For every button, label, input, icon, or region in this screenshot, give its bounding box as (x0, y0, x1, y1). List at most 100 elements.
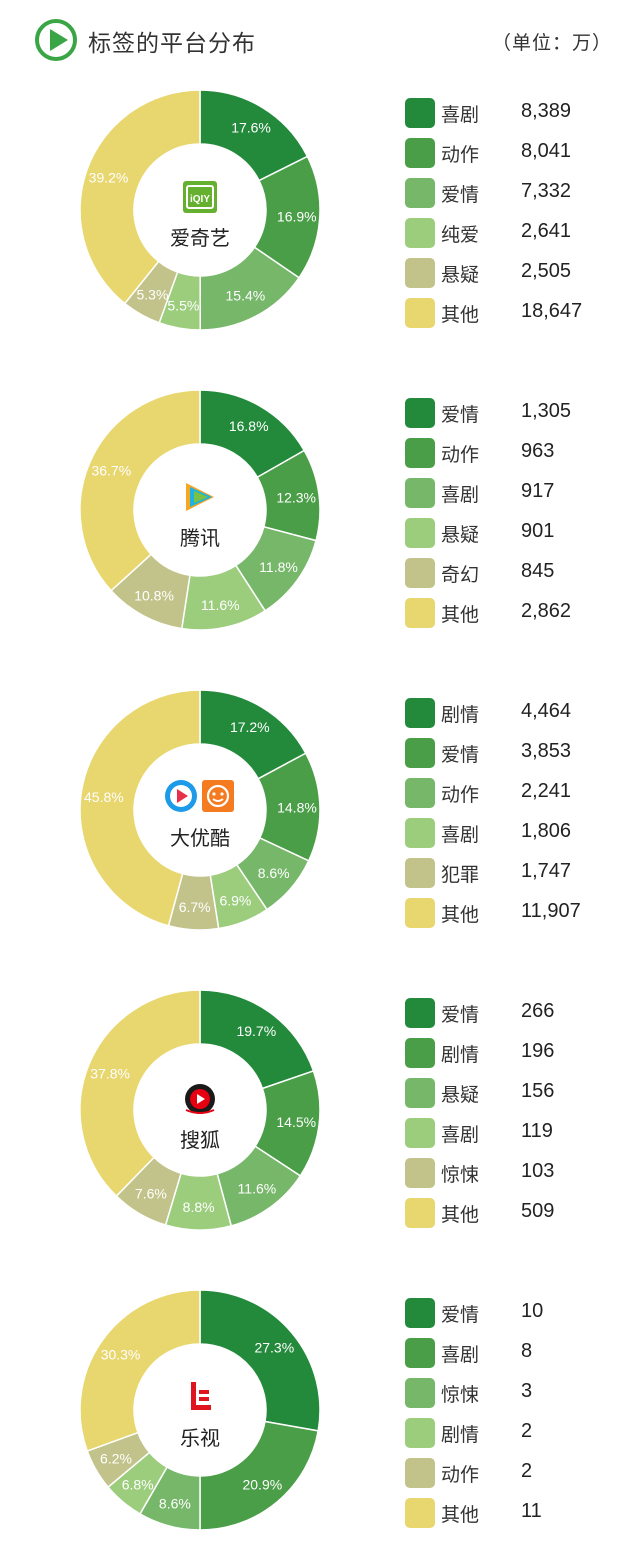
legend: 剧情 4,464 爱情 3,853 动作 2,241 喜剧 1,806 犯罪 1,747 … (405, 694, 625, 934)
slice-percent-label: 19.7% (236, 1023, 276, 1039)
legend-label: 喜剧 (441, 1124, 480, 1146)
slice-percent-label: 14.8% (277, 799, 317, 815)
youku-tudou-logo-icon (165, 780, 234, 812)
legend-value: 11,907 (521, 900, 581, 922)
legend-item: 其他 18,647 (405, 294, 625, 334)
legend-label: 其他 (441, 604, 480, 626)
slice-percent-label: 11.6% (238, 1181, 277, 1197)
legend-value: 103 (521, 1160, 555, 1182)
slice-percent-label: 45.8% (84, 789, 124, 805)
legend-item: 悬疑 2,505 (405, 254, 625, 294)
legend-item: 惊悚 3 (405, 1374, 625, 1414)
legend-item: 其他 11,907 (405, 894, 625, 934)
legend-swatch (405, 738, 435, 768)
slice-percent-label: 5.3% (136, 287, 168, 303)
legend-swatch (405, 1378, 435, 1408)
platform-section-youku: 17.2% 14.8% 8.6% 6.9% 6.7% 45.8% 大优酷 剧情 4,464 … (0, 690, 640, 990)
legend-item: 奇幻 845 (405, 554, 625, 594)
legend-swatch (405, 858, 435, 888)
slice-percent-label: 20.9% (242, 1476, 282, 1492)
platform-logo: iQIY 爱奇艺 (140, 180, 260, 251)
legend-label: 其他 (441, 1504, 480, 1526)
slice-percent-label: 6.7% (179, 899, 211, 915)
legend-value: 4,464 (521, 700, 572, 722)
legend-swatch (405, 818, 435, 848)
legend-value: 7,332 (521, 180, 572, 202)
legend-value: 1,747 (521, 860, 572, 882)
legend-swatch (405, 1458, 435, 1488)
slice-percent-label: 17.6% (231, 120, 271, 136)
legend-label: 其他 (441, 904, 480, 926)
legend-swatch (405, 1118, 435, 1148)
donut-slice-6 (80, 990, 201, 1198)
slice-percent-label: 11.6% (201, 597, 240, 613)
slice-percent-label: 11.8% (259, 559, 298, 575)
donut-slice-6 (80, 90, 201, 305)
slice-percent-label: 10.8% (134, 587, 174, 603)
slice-percent-label: 30.3% (101, 1346, 141, 1362)
legend-value: 1,806 (521, 820, 572, 842)
legend-value: 901 (521, 520, 555, 542)
legend-swatch (405, 1038, 435, 1068)
legend-item: 剧情 196 (405, 1034, 625, 1074)
legend-label: 其他 (441, 1204, 480, 1226)
legend-label: 惊悚 (441, 1164, 480, 1186)
legend-swatch (405, 1338, 435, 1368)
slice-percent-label: 6.8% (122, 1476, 154, 1492)
legend-label: 动作 (441, 444, 480, 466)
legend-item: 动作 8,041 (405, 134, 625, 174)
legend-value: 18,647 (521, 300, 583, 322)
legend-swatch (405, 1078, 435, 1108)
slice-percent-label: 36.7% (91, 463, 131, 479)
legend-value: 2,641 (521, 220, 572, 242)
play-circle-icon (35, 19, 77, 61)
header: 标签的平台分布 （单位：万） (0, 0, 640, 82)
legend-value: 8 (521, 1340, 533, 1362)
legend-label: 动作 (441, 1464, 480, 1486)
legend-swatch (405, 478, 435, 508)
legend-label: 悬疑 (441, 524, 480, 546)
legend-swatch (405, 178, 435, 208)
legend-value: 196 (521, 1040, 555, 1062)
legend-swatch (405, 398, 435, 428)
legend-swatch (405, 1198, 435, 1228)
legend-item: 剧情 2 (405, 1414, 625, 1454)
platform-section-letv: 27.3% 20.9% 8.6% 6.8% 6.2% 30.3% 乐视 爱情 10 喜剧 8 … (0, 1290, 640, 1567)
legend-label: 剧情 (441, 1044, 480, 1066)
legend-item: 爱情 10 (405, 1294, 625, 1334)
legend-value: 917 (521, 480, 555, 502)
iqiyi-logo-icon: iQIY (183, 181, 217, 213)
donut-slice-2 (199, 1420, 320, 1530)
legend-item: 其他 2,862 (405, 594, 625, 634)
legend-swatch (405, 438, 435, 468)
legend-label: 悬疑 (441, 1084, 480, 1106)
legend-item: 喜剧 8 (405, 1334, 625, 1374)
legend: 爱情 10 喜剧 8 惊悚 3 剧情 2 动作 2 其他 11 (405, 1294, 625, 1534)
platform-logo: 腾讯 (140, 480, 260, 551)
legend-item: 爱情 266 (405, 994, 625, 1034)
slice-percent-label: 17.2% (230, 719, 270, 735)
unit-label: （单位：万） (491, 32, 612, 54)
page-title: 标签的平台分布 (88, 31, 256, 57)
legend-item: 喜剧 8,389 (405, 94, 625, 134)
platform-logo: 大优酷 (140, 778, 260, 851)
legend-value: 8,041 (521, 140, 572, 162)
donut-slice-1 (199, 1290, 320, 1432)
platform-name: 腾讯 (180, 526, 220, 550)
legend-item: 喜剧 917 (405, 474, 625, 514)
platform-name: 大优酷 (170, 826, 230, 850)
platform-logo: 乐视 (140, 1380, 260, 1451)
legend-label: 喜剧 (441, 1344, 480, 1366)
legend-swatch (405, 598, 435, 628)
legend-swatch (405, 558, 435, 588)
legend-label: 爱情 (441, 1004, 480, 1026)
legend-label: 爱情 (441, 404, 480, 426)
platform-section-iqiyi: 17.6% 16.9% 15.4% 5.5% 5.3% 39.2% iQIY 爱奇艺 喜剧… (0, 90, 640, 390)
donut-chart: 16.8% 12.3% 11.8% 11.6% 10.8% 36.7% (80, 390, 320, 630)
legend-item: 悬疑 901 (405, 514, 625, 554)
legend-value: 119 (521, 1120, 553, 1142)
slice-percent-label: 8.8% (183, 1199, 215, 1215)
svg-text:iQIY: iQIY (190, 194, 210, 205)
legend-item: 爱情 7,332 (405, 174, 625, 214)
legend-swatch (405, 1158, 435, 1188)
